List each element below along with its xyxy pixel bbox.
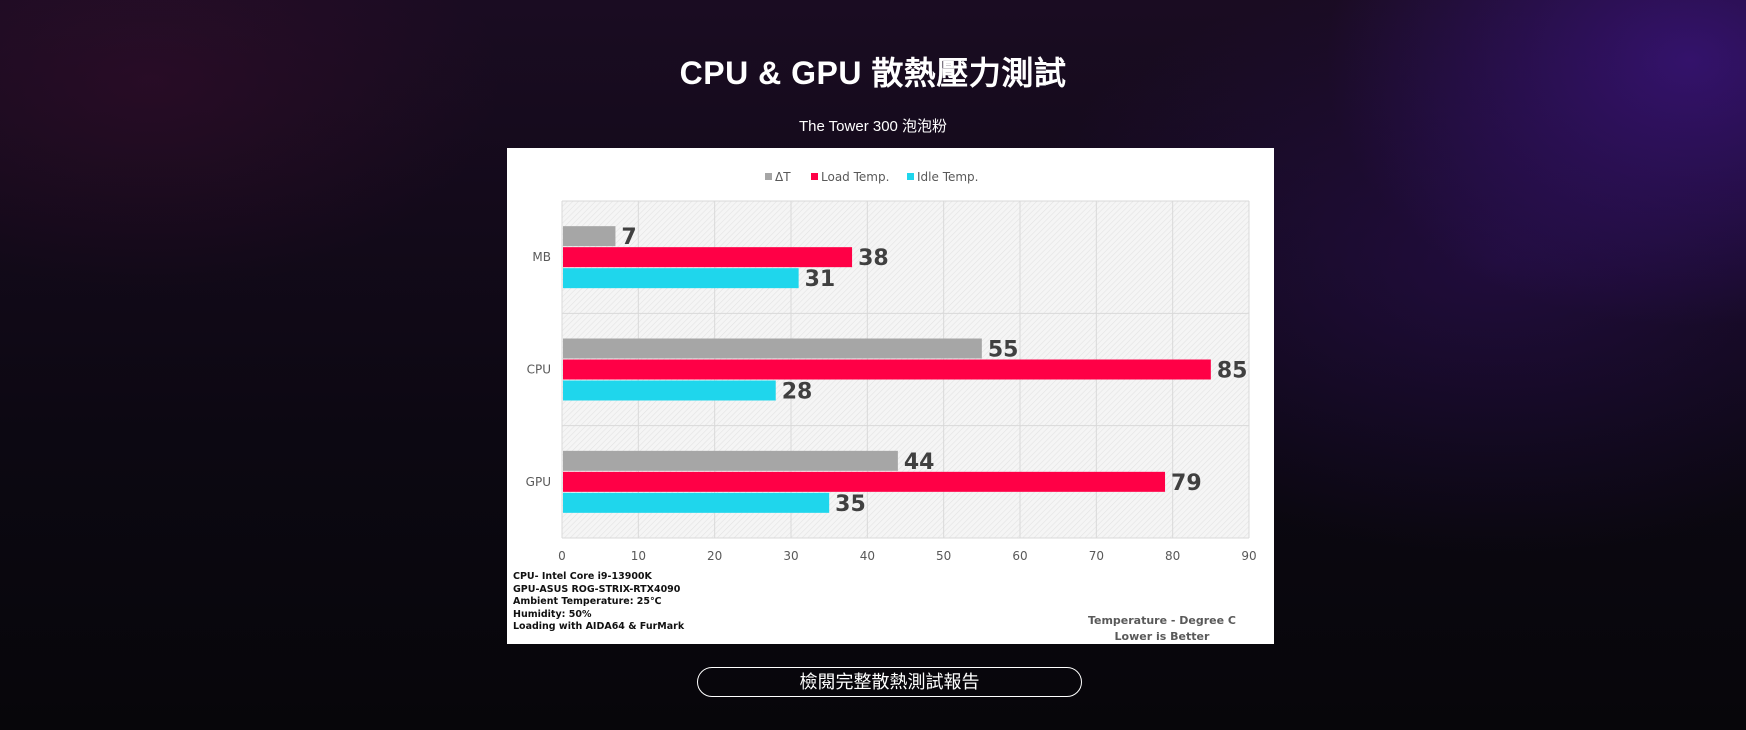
- test-note-ambient: Ambient Temperature: 25℃: [513, 596, 662, 608]
- category-label: GPU: [526, 475, 551, 489]
- thermal-bar-chart: 0 10 20 30 40 50 60 70 80 90 MB 7 38 31 CPU 55 85 28 GPU 44…: [526, 170, 1257, 563]
- x-tick-label: 20: [707, 549, 722, 563]
- category-label: CPU: [527, 363, 551, 377]
- view-full-report-button[interactable]: 檢閱完整散熱測試報告: [697, 667, 1082, 697]
- page-title: CPU & GPU 散熱壓力測試: [679, 55, 1067, 91]
- bar: [563, 247, 853, 268]
- page-subtitle: The Tower 300 泡泡粉: [798, 118, 948, 135]
- test-notes: CPU- Intel Core i9-13900K GPU-ASUS ROG-S…: [513, 571, 684, 634]
- legend-label: Load Temp.: [821, 170, 889, 184]
- legend-swatch: [765, 173, 772, 180]
- legend-swatch: [907, 173, 914, 180]
- bar: [563, 359, 1211, 380]
- legend-label: ΔT: [775, 170, 791, 184]
- x-tick-label: 30: [783, 549, 798, 563]
- data-label: 31: [805, 267, 836, 292]
- test-note-cpu: CPU- Intel Core i9-13900K: [513, 571, 652, 582]
- test-note-loading: Loading with AIDA64 & FurMark: [513, 621, 685, 633]
- x-tick-label: 80: [1165, 549, 1180, 563]
- x-tick-label: 10: [631, 549, 646, 563]
- test-note-gpu: GPU-ASUS ROG-STRIX-RTX4090: [513, 583, 681, 595]
- legend-swatch: [811, 173, 818, 180]
- x-tick-label: 0: [558, 549, 566, 563]
- data-label: 7: [621, 225, 636, 250]
- bar: [563, 450, 898, 471]
- x-tick-label: 70: [1089, 549, 1104, 563]
- bar: [563, 338, 982, 359]
- data-label: 79: [1171, 471, 1202, 496]
- test-note-humidity: Humidity: 50%: [513, 608, 592, 620]
- data-label: 85: [1217, 359, 1248, 384]
- data-label: 44: [904, 450, 935, 475]
- bar: [563, 268, 799, 289]
- data-label: 35: [835, 492, 866, 517]
- bar: [563, 492, 830, 513]
- bar: [563, 226, 616, 247]
- data-label: 28: [782, 380, 813, 405]
- axis-note: Temperature - Degree C Lower is Better: [1088, 613, 1236, 645]
- x-tick-label: 90: [1241, 549, 1256, 563]
- x-tick-label: 60: [1012, 549, 1027, 563]
- x-axis-title: Temperature - Degree C: [1087, 614, 1236, 627]
- bar: [563, 471, 1166, 492]
- data-label: 38: [858, 246, 889, 271]
- category-label: MB: [532, 250, 551, 264]
- x-tick-label: 50: [936, 549, 951, 563]
- bar: [563, 380, 776, 401]
- lower-is-better-note: Lower is Better: [1114, 630, 1210, 643]
- legend-label: Idle Temp.: [917, 170, 978, 184]
- data-label: 55: [988, 338, 1019, 363]
- x-tick-label: 40: [860, 549, 875, 563]
- chart-card: 0 10 20 30 40 50 60 70 80 90 MB 7 38 31 CPU 55 85 28 GPU 44…: [507, 148, 1274, 644]
